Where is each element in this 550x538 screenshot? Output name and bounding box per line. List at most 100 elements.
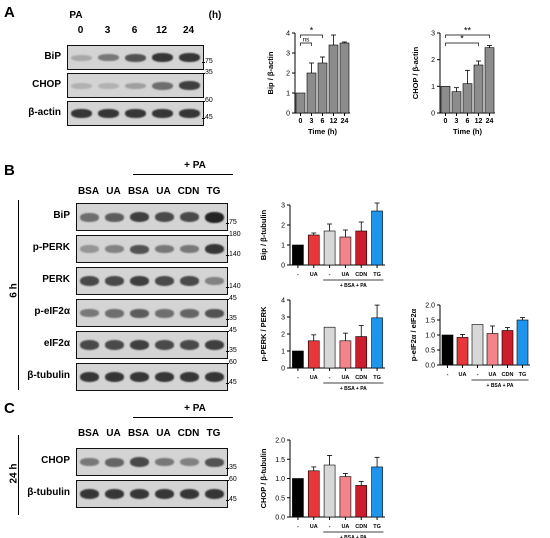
group-label: + BSA + PA	[487, 383, 514, 389]
bar	[328, 44, 339, 114]
protein-band	[80, 489, 99, 499]
mw-marker: 35	[205, 69, 213, 76]
bar	[486, 333, 499, 366]
significance-bracket	[445, 34, 490, 38]
significance-bracket	[300, 34, 323, 38]
x-tick-label: -	[477, 372, 479, 378]
mw-tick	[226, 363, 229, 364]
bar	[307, 234, 320, 266]
condition-label-b: + PA	[184, 160, 206, 171]
protein-band	[180, 489, 199, 499]
x-tick-label: TG	[373, 375, 381, 381]
bar	[295, 92, 306, 114]
protein-band	[179, 53, 200, 62]
blot-image	[76, 267, 228, 295]
protein-band	[179, 81, 200, 90]
x-tick-label: TG	[373, 272, 381, 278]
lane-label: BSA	[77, 428, 100, 439]
protein-band	[105, 308, 124, 318]
x-tick-label: TG	[519, 372, 527, 378]
bar	[462, 83, 473, 114]
y-tick-label: 1	[281, 349, 285, 356]
x-tick-label: CDN	[502, 372, 514, 378]
protein-band	[205, 372, 224, 382]
lane-label: CDN	[177, 186, 200, 197]
x-tick-label: UA	[310, 524, 318, 530]
bar	[451, 91, 462, 114]
protein-band	[105, 372, 124, 382]
blot-image	[76, 363, 228, 391]
protein-band	[130, 340, 149, 350]
mw-marker: 45	[229, 295, 237, 302]
x-tick-label: -	[297, 375, 299, 381]
x-tick-label: -	[297, 272, 299, 278]
x-tick-label: UA	[341, 375, 349, 381]
protein-band	[205, 244, 224, 254]
x-tick-label: CDN	[355, 272, 367, 278]
bar	[323, 326, 336, 369]
protein-band	[98, 82, 119, 89]
lane-label: BSA	[127, 186, 150, 197]
protein-band	[155, 308, 174, 318]
mw-marker: 35	[229, 347, 237, 354]
bar	[339, 476, 352, 518]
protein-band	[130, 308, 149, 318]
mw-tick	[226, 223, 229, 224]
protein-band	[105, 340, 124, 350]
mw-tick	[226, 255, 229, 256]
x-tick-label: UA	[489, 372, 497, 378]
protein-band	[180, 212, 199, 222]
protein-band	[105, 212, 124, 222]
mw-tick	[226, 319, 229, 320]
blot-label: CHOP	[32, 78, 61, 90]
lane-label: BSA	[77, 186, 100, 197]
protein-band	[180, 308, 199, 318]
protein-band	[130, 276, 149, 286]
y-axis-label: Bip / β-actin	[266, 51, 275, 94]
bar	[339, 340, 352, 369]
condition-bracket-c	[133, 417, 233, 418]
group-label: + BSA + PA	[340, 283, 367, 289]
x-axis-label: Time (h)	[308, 127, 338, 136]
mw-marker: 35	[229, 315, 237, 322]
protein-band	[179, 109, 200, 118]
protein-band	[105, 276, 124, 286]
protein-band	[152, 53, 173, 62]
time-unit-label: (h)	[208, 10, 222, 21]
protein-band	[125, 82, 146, 89]
protein-band	[71, 109, 92, 118]
y-tick-label: 0.5	[425, 348, 435, 355]
mw-marker: 60	[229, 359, 237, 366]
x-tick-label: 6	[466, 118, 470, 125]
time-bracket-c	[18, 435, 19, 515]
bar	[456, 337, 469, 366]
mw-marker: 60	[229, 476, 237, 483]
bar	[371, 466, 383, 518]
panel-label-c: C	[4, 400, 15, 417]
y-tick-label: 3	[281, 203, 285, 210]
mw-tick	[226, 299, 229, 300]
protein-band	[80, 212, 99, 222]
protein-band	[80, 340, 99, 350]
mw-tick	[226, 383, 229, 384]
mw-marker: 45	[229, 496, 237, 503]
protein-band	[105, 457, 124, 467]
blot-label: BiP	[44, 50, 61, 62]
protein-band	[155, 458, 174, 466]
protein-band	[205, 211, 224, 223]
protein-band	[155, 340, 174, 350]
y-tick-label: 1.5	[275, 457, 285, 464]
protein-band	[105, 489, 124, 499]
x-axis-label: Time (h)	[453, 127, 483, 136]
bar	[473, 64, 484, 114]
y-tick-label: 0	[431, 111, 435, 118]
bar	[317, 62, 328, 114]
blot-image	[67, 45, 204, 70]
bar	[441, 334, 454, 366]
bar	[307, 340, 320, 369]
y-tick-label: 2	[286, 71, 290, 78]
lane-label: UA	[156, 186, 171, 197]
lane-label: UA	[106, 428, 121, 439]
protein-band	[98, 109, 119, 118]
protein-band	[180, 372, 199, 382]
